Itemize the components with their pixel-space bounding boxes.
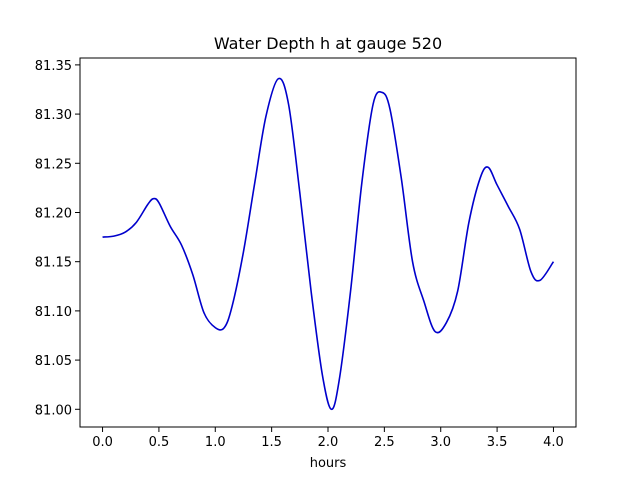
chart-title: Water Depth h at gauge 520 (214, 34, 442, 53)
x-tick-label: 0.5 (149, 435, 170, 450)
y-tick-label: 81.05 (35, 354, 72, 369)
x-tick-label: 3.0 (430, 435, 451, 450)
series-line (102, 77, 555, 411)
x-tick-label: 3.5 (487, 435, 508, 450)
x-tick-label: 4.0 (543, 435, 564, 450)
x-tick-label: 0.0 (92, 435, 113, 450)
x-tick-label: 1.0 (205, 435, 226, 450)
y-tick-label: 81.10 (35, 305, 72, 320)
x-tick-label: 2.5 (374, 435, 395, 450)
x-tick-label: 2.0 (318, 435, 339, 450)
y-tick-label: 81.15 (35, 256, 72, 271)
y-tick-label: 81.20 (35, 206, 72, 221)
y-tick-label: 81.25 (35, 157, 72, 172)
y-tick-label: 81.00 (35, 403, 72, 418)
x-axis-label: hours (310, 456, 347, 471)
y-tick-label: 81.30 (35, 108, 72, 123)
y-tick-label: 81.35 (35, 59, 72, 74)
x-tick-label: 1.5 (261, 435, 282, 450)
plot-area: 0.0 0.5 1.0 1.5 2.0 2.5 3.0 3.5 4.0 81.00 81.05 81.… (35, 57, 577, 450)
